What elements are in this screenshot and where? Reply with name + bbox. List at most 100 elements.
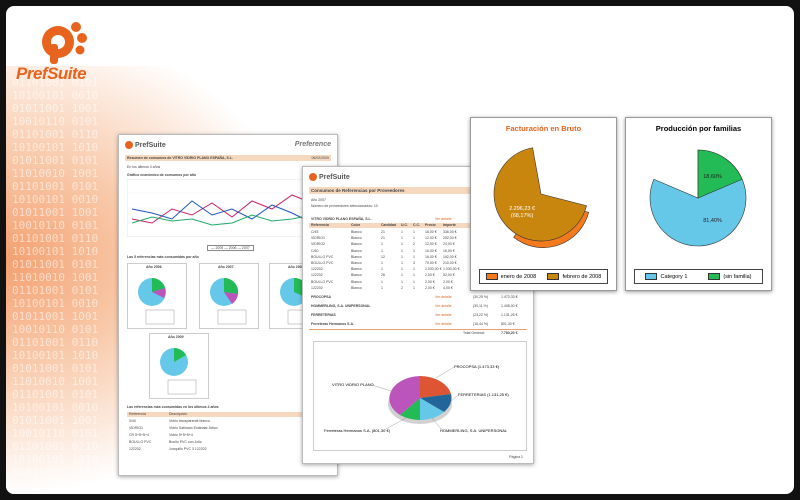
supplier-pct: (23,22 %) <box>473 313 489 317</box>
report2-table-cell: 1 <box>413 236 415 241</box>
report2-table-cell: 16,00 € <box>425 254 437 259</box>
report2-table-cell: 21 <box>381 230 385 234</box>
supplier-detail-link[interactable]: Ver detalle <box>435 304 452 308</box>
paw-logo-icon <box>42 22 87 64</box>
supplier-pct: (16,44 %) <box>473 322 489 326</box>
pie-data-label-1: 2.296,23 € <box>509 206 535 212</box>
report2-table-cell: 1 <box>401 254 403 259</box>
pie-slice-1 <box>493 147 587 242</box>
report2-table-cell: 1 <box>401 267 403 272</box>
supplier-name: Ferreteras Hermanos S.A. <box>311 322 354 326</box>
supplier-amount: 1.473,33 € <box>501 295 518 299</box>
report2-table-cell: BOULLO PVC <box>311 254 334 259</box>
report2-table-cell: Blanco <box>351 273 362 278</box>
gross-billing-legend: enero de 2008 febrero de 2008 <box>479 269 608 284</box>
report2-table-cell: Blanco <box>351 242 362 247</box>
pie-data-label-0: 81,40% <box>703 218 722 224</box>
report1-preference-logo: Preference <box>294 141 331 148</box>
supplier-consumption-report: PrefSuite Consumos de Referencias por Pr… <box>302 166 534 464</box>
report2-table-cell: 52,00 € <box>443 273 455 278</box>
report2-table-cell: 12,00 € <box>425 242 437 247</box>
report2-table-cell: VIDRIO1 <box>311 236 326 241</box>
report2-table-cell: 4,00 € <box>443 285 453 290</box>
report2-table-cell: 192,00 € <box>443 254 457 259</box>
report1-cell-ref: VIDRIO1 <box>129 426 144 430</box>
svg-text:FERRETERIAS (1.131,25 €): FERRETERIAS (1.131,25 €) <box>458 392 509 397</box>
report2-table-cell: 12,00 € <box>425 236 437 241</box>
report1-top5-heading: Las 5 referencias más consumidas por año <box>127 255 199 259</box>
report2-table-cell: 1 <box>413 248 415 253</box>
supplier-detail-link[interactable]: Ver detalle <box>435 295 452 299</box>
report2-detail-link[interactable]: Ver detalle <box>435 217 452 221</box>
report2-table-cell: Blanco <box>351 248 362 253</box>
report1-cell-desc: Vidrio Satinado Estándar Ártico <box>169 426 218 430</box>
report2-table-cell: 1 <box>413 279 415 284</box>
report2-table-cell: 1 <box>413 285 415 290</box>
report1-col-desc: Descripción <box>169 412 188 416</box>
report2-table-cell: 1 <box>401 273 403 278</box>
brand-name: PrefSuite <box>16 64 87 83</box>
legend-swatch-enero <box>485 273 498 280</box>
report1-cell-ref: 0/40 <box>129 419 136 423</box>
report2-col-header: U.C. <box>401 223 408 227</box>
supplier-name: FERRETERIAS <box>311 313 336 317</box>
gross-billing-pie: 1.072,99 €(31,83%)2.296,23 €(68,17%) <box>493 147 590 248</box>
report1-cell-ref: CR 5+5+5+4 <box>129 433 149 437</box>
supplier-name: HOMMERLING, S.A. UNIPERSONAL <box>311 304 371 308</box>
report2-total-label: Total General: <box>463 331 485 335</box>
report2-title: Consumos de Referencias por Proveedores <box>311 188 405 193</box>
report2-table-cell: 2,00 € <box>425 279 435 284</box>
report1-chart-heading: Gráfico económico de consumos por año <box>127 173 197 177</box>
report2-logo: PrefSuite <box>309 173 350 181</box>
legend-item-category-1: Category 1 <box>645 273 687 280</box>
supplier-detail-link[interactable]: Ver detalle <box>435 313 452 317</box>
report2-table-cell: Blanco <box>351 285 362 290</box>
report2-table-cell: 2 <box>413 242 415 247</box>
report2-table-header <box>309 223 527 228</box>
pie-data-label-1: 18,60% <box>703 174 722 180</box>
report2-title-bar <box>309 187 527 194</box>
report2-table-cell: 122202 <box>311 285 323 290</box>
report2-col-header: Importe <box>443 223 456 227</box>
pie-slice-1 <box>697 149 743 199</box>
gross-billing-chart-panel: Facturación en Bruto 1.072,99 €(31,83%)2… <box>470 117 617 291</box>
report1-table-header <box>127 412 329 417</box>
production-by-family-chart-panel: Producción por familias 81,40% 18,60% Cat… <box>625 117 772 291</box>
report2-col-header: Cantidad <box>381 223 396 227</box>
report1-cell-desc: Junquillo PVC 3 122202 <box>169 447 207 451</box>
report1-title: Resumen de consumos de VITRO VIDRIO PLAN… <box>127 156 233 160</box>
report2-table-cell: 252,00 € <box>443 236 457 241</box>
report2-table-cell: 16,00 € <box>425 248 437 253</box>
report2-table-cell: 122202 <box>311 267 323 272</box>
report2-table-cell: Blanco <box>351 230 362 234</box>
report2-table-cell: 1 <box>381 279 383 284</box>
report2-year: Año 2007 <box>311 198 326 202</box>
report2-table-cell: 12 <box>381 254 385 259</box>
year-panel-2007: Año 2007 <box>199 263 259 329</box>
report2-table-cell: 1 <box>413 230 415 234</box>
supplier-detail-link[interactable]: Ver detalle <box>435 322 452 326</box>
report1-date: 06/02/2009 <box>311 156 329 160</box>
report2-table-cell: Blanco <box>351 279 362 284</box>
svg-text:HOMMERLING, S.A. UNIPERSONAL: HOMMERLING, S.A. UNIPERSONAL <box>440 428 508 433</box>
report2-table-cell: 3 <box>413 261 415 265</box>
report1-title-bar <box>125 155 331 161</box>
report2-table-cell: C/60 <box>311 248 319 253</box>
report2-table-cell: Blanco <box>351 261 362 265</box>
report1-subtitle: En los últimos 4 años <box>127 165 161 169</box>
report1-table-heading: Las referencias más consumidas en los úl… <box>127 405 219 409</box>
report1-logo: PrefSuite <box>125 141 166 149</box>
report2-table-cell: 336,00 € <box>443 230 457 234</box>
report2-page-number: Página 1 <box>509 455 523 459</box>
report2-table-cell: 16,00 € <box>443 248 455 253</box>
year-panel-2009: Año 2009 <box>149 333 209 399</box>
report2-total: 7.780,20 € <box>501 331 518 335</box>
report2-table-cell: 1 <box>401 236 403 241</box>
supplier-amount: 1.408,00 € <box>501 304 518 308</box>
report2-table-cell: Blanco <box>351 267 362 272</box>
report2-table-cell: 2,00 € <box>425 273 435 278</box>
report2-table-cell: Blanco <box>351 236 362 241</box>
report2-col-header: Color <box>351 223 361 227</box>
report2-table-cell: 26 <box>381 273 385 278</box>
legend-swatch-category-1 <box>645 273 658 280</box>
